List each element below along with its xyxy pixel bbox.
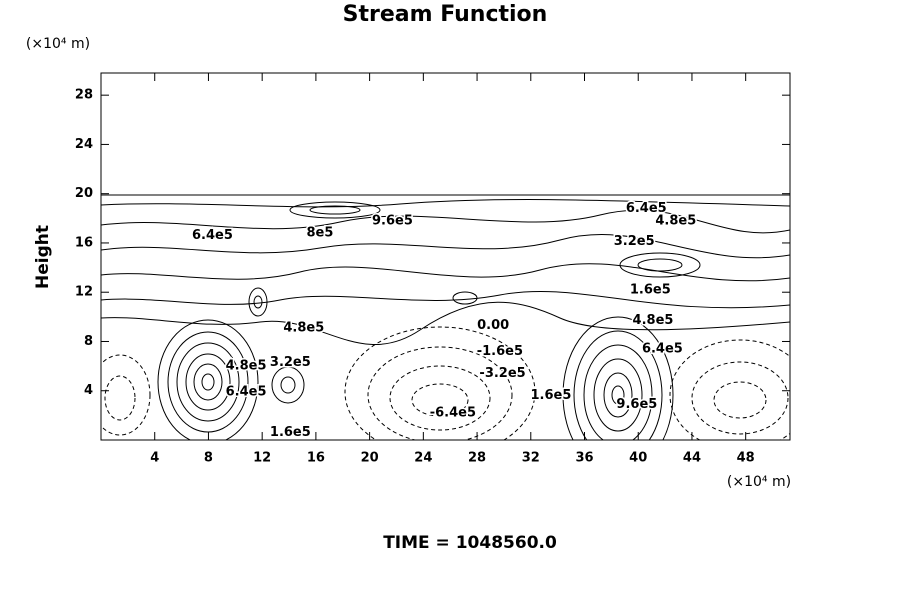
contour-line <box>344 326 536 440</box>
y-tick-label: 20 <box>75 186 93 201</box>
contour-line <box>101 199 790 208</box>
contour-line <box>167 331 249 433</box>
contour-line <box>562 316 674 440</box>
contour-line <box>253 295 263 309</box>
contour-line <box>101 234 790 259</box>
x-tick-label: 48 <box>737 451 755 466</box>
contour-line <box>389 365 491 431</box>
x-tick-label: 40 <box>629 451 647 466</box>
x-tick-label: 16 <box>307 451 325 466</box>
chart-title: Stream Function <box>343 2 548 27</box>
contour-label: 6.4e5 <box>192 228 233 243</box>
x-tick-label: 32 <box>522 451 540 466</box>
contour-line <box>713 381 767 419</box>
contour-label: -6.4e5 <box>430 405 476 420</box>
x-tick-label: 44 <box>683 451 701 466</box>
contour-line <box>101 301 790 346</box>
contour-line <box>271 366 305 404</box>
contour-label: 6.4e5 <box>626 201 667 216</box>
y-tick-label: 28 <box>75 88 93 103</box>
x-tick-label: 4 <box>150 451 159 466</box>
contour-line <box>101 354 151 436</box>
y-tick-label: 24 <box>75 137 93 152</box>
y-tick-label: 16 <box>75 235 93 250</box>
contour-line <box>193 363 223 401</box>
x-unit-label: (×10⁴ m) <box>727 474 791 490</box>
contour-line <box>583 344 653 440</box>
plot-frame <box>100 72 791 441</box>
contour-line <box>669 339 790 440</box>
contour-line <box>593 358 643 432</box>
contour-line <box>185 353 231 411</box>
contour-label: 9.6e5 <box>616 397 657 412</box>
contour-line <box>611 385 625 405</box>
contour-line <box>637 258 683 272</box>
y-tick-label: 4 <box>84 383 93 398</box>
contour-label: 1.6e5 <box>530 388 571 403</box>
y-tick-label: 8 <box>84 334 93 349</box>
contour-label: -1.6e5 <box>477 344 523 359</box>
contour-line <box>452 291 478 305</box>
x-tick-label: 8 <box>204 451 213 466</box>
contour-line <box>101 290 790 309</box>
contour-line <box>248 287 268 317</box>
contour-field <box>101 194 790 440</box>
contour-line <box>619 252 701 278</box>
contour-label: 9.6e5 <box>372 213 413 228</box>
contour-label: 1.6e5 <box>270 425 311 440</box>
contour-label: 0.00 <box>477 318 509 333</box>
y-axis-label: Height <box>33 225 53 289</box>
contour-label: 4.8e5 <box>283 320 324 335</box>
x-tick-label: 36 <box>575 451 593 466</box>
x-tick-label: 28 <box>468 451 486 466</box>
contour-label: 1.6e5 <box>630 282 671 297</box>
contour-label: -3.2e5 <box>479 366 525 381</box>
x-tick-label: 24 <box>414 451 432 466</box>
contour-label: 6.4e5 <box>642 341 683 356</box>
contour-line <box>104 375 136 421</box>
contour-label: 3.2e5 <box>270 355 311 370</box>
contour-line <box>157 319 259 440</box>
contour-line <box>201 373 215 391</box>
contour-line <box>101 209 790 234</box>
contour-label: 3.2e5 <box>614 234 655 249</box>
x-tick-label: 12 <box>253 451 271 466</box>
contour-label: 8e5 <box>306 226 333 241</box>
contour-line <box>603 372 633 418</box>
contour-line <box>101 263 790 282</box>
contour-line <box>309 205 361 215</box>
contour-line <box>691 361 789 435</box>
contour-line <box>367 346 513 440</box>
contour-line <box>289 201 381 219</box>
contour-line <box>280 376 296 394</box>
y-tick-label: 12 <box>75 285 93 300</box>
contour-line <box>411 383 469 417</box>
contour-label: 4.8e5 <box>226 359 267 374</box>
x-tick-label: 20 <box>361 451 379 466</box>
contour-label: 6.4e5 <box>226 384 267 399</box>
y-unit-label: (×10⁴ m) <box>26 36 90 52</box>
contour-line <box>573 330 663 440</box>
footer: TIME = 1048560.0 <box>383 533 557 553</box>
contour-line <box>176 342 240 422</box>
contour-label: 4.8e5 <box>655 213 696 228</box>
contour-label: 4.8e5 <box>633 313 674 328</box>
